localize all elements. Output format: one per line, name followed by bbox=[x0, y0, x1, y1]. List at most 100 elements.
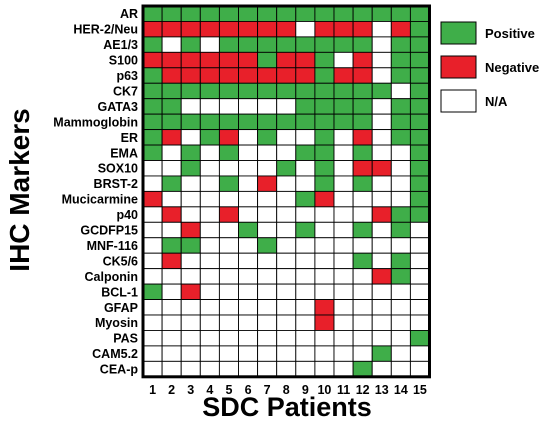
heatmap-cell-r16-c14 bbox=[390, 237, 411, 254]
heatmap-cell-r6-c10 bbox=[314, 82, 335, 100]
legend-label: N/A bbox=[485, 94, 508, 109]
heatmap-cell-r10-c2 bbox=[161, 144, 182, 161]
heatmap-cell-r9-c7 bbox=[257, 129, 278, 146]
heatmap-cell-r23-c15 bbox=[409, 345, 430, 362]
heatmap-cell-r17-c7 bbox=[257, 252, 278, 270]
heatmap-cell-r17-c6 bbox=[238, 252, 259, 270]
heatmap-cell-r8-c15 bbox=[409, 113, 430, 131]
heatmap-cell-r23-c5 bbox=[218, 345, 239, 362]
heatmap-cell-r4-c9 bbox=[295, 51, 316, 69]
heatmap-cell-r11-c3 bbox=[180, 160, 201, 177]
patient-label: 5 bbox=[225, 383, 232, 397]
heatmap-cell-r13-c1 bbox=[142, 190, 163, 208]
heatmap-cell-r9-c4 bbox=[199, 129, 220, 146]
heatmap-cell-r19-c1 bbox=[142, 283, 163, 301]
heatmap-cell-r2-c10 bbox=[314, 21, 335, 38]
heatmap-cell-r5-c4 bbox=[199, 67, 220, 84]
heatmap-cell-r5-c8 bbox=[276, 67, 297, 84]
patient-label: 3 bbox=[187, 383, 194, 397]
heatmap-cell-r1-c6 bbox=[238, 5, 259, 22]
heatmap-cell-r8-c3 bbox=[180, 113, 201, 131]
heatmap-cell-r3-c8 bbox=[276, 36, 297, 53]
marker-label: CEA-p bbox=[100, 363, 139, 377]
heatmap-cell-r22-c1 bbox=[142, 330, 163, 347]
heatmap-cell-r17-c8 bbox=[276, 252, 297, 270]
patient-label: 7 bbox=[264, 383, 271, 397]
heatmap-cell-r6-c13 bbox=[371, 82, 392, 100]
heatmap-cell-r7-c8 bbox=[276, 98, 297, 115]
heatmap-cell-r7-c6 bbox=[238, 98, 259, 115]
heatmap-cell-r17-c3 bbox=[180, 252, 201, 270]
heatmap-cell-r18-c2 bbox=[161, 268, 182, 285]
heatmap-cell-r20-c5 bbox=[218, 299, 239, 316]
heatmap-cell-r24-c4 bbox=[199, 360, 220, 378]
marker-label: S100 bbox=[109, 54, 138, 68]
patient-label: 11 bbox=[337, 383, 350, 397]
heatmap-cell-r16-c12 bbox=[352, 237, 373, 254]
legend-swatch bbox=[440, 55, 477, 79]
heatmap-cell-r14-c1 bbox=[142, 206, 163, 223]
heatmap-cell-r11-c2 bbox=[161, 160, 182, 177]
heatmap-cell-r8-c7 bbox=[257, 113, 278, 131]
heatmap-cell-r15-c1 bbox=[142, 221, 163, 239]
heatmap-cell-r15-c8 bbox=[276, 221, 297, 239]
heatmap-cell-r14-c10 bbox=[314, 206, 335, 223]
marker-label: EMA bbox=[110, 146, 138, 160]
heatmap-cell-r1-c5 bbox=[218, 5, 239, 22]
heatmap-cell-r13-c2 bbox=[161, 190, 182, 208]
heatmap-cell-r14-c11 bbox=[333, 206, 354, 223]
heatmap-cell-r19-c5 bbox=[218, 283, 239, 301]
heatmap-cell-r9-c1 bbox=[142, 129, 163, 146]
heatmap-cell-r24-c12 bbox=[352, 360, 373, 378]
heatmap-cell-r7-c7 bbox=[257, 98, 278, 115]
legend-label: Negative bbox=[485, 60, 539, 75]
heatmap-cell-r15-c10 bbox=[314, 221, 335, 239]
heatmap-cell-r1-c9 bbox=[295, 5, 316, 22]
heatmap-cell-r22-c2 bbox=[161, 330, 182, 347]
heatmap-cell-r17-c9 bbox=[295, 252, 316, 270]
heatmap-cell-r2-c15 bbox=[409, 21, 430, 38]
heatmap-cell-r1-c4 bbox=[199, 5, 220, 22]
heatmap-cell-r6-c4 bbox=[199, 82, 220, 100]
heatmap-cell-r18-c5 bbox=[218, 268, 239, 285]
heatmap-cell-r10-c10 bbox=[314, 144, 335, 161]
heatmap-cell-r4-c1 bbox=[142, 51, 163, 69]
marker-label: p40 bbox=[116, 208, 138, 222]
heatmap-cell-r4-c11 bbox=[333, 51, 354, 69]
heatmap-cell-r23-c1 bbox=[142, 345, 163, 362]
heatmap-cell-r20-c11 bbox=[333, 299, 354, 316]
heatmap-cell-r12-c15 bbox=[409, 175, 430, 192]
marker-label: BCL-1 bbox=[101, 285, 138, 299]
heatmap-cell-r19-c9 bbox=[295, 283, 316, 301]
heatmap-cell-r23-c14 bbox=[390, 345, 411, 362]
heatmap-cell-r3-c4 bbox=[199, 36, 220, 53]
heatmap-cell-r1-c8 bbox=[276, 5, 297, 22]
heatmap-cell-r23-c3 bbox=[180, 345, 201, 362]
heatmap-cell-r10-c1 bbox=[142, 144, 163, 161]
heatmap-cell-r9-c11 bbox=[333, 129, 354, 146]
heatmap-cell-r9-c2 bbox=[161, 129, 182, 146]
heatmap-cell-r18-c10 bbox=[314, 268, 335, 285]
heatmap-cell-r23-c6 bbox=[238, 345, 259, 362]
heatmap-cell-r15-c5 bbox=[218, 221, 239, 239]
heatmap-cell-r22-c9 bbox=[295, 330, 316, 347]
marker-label: p63 bbox=[116, 69, 138, 83]
heatmap-cell-r16-c8 bbox=[276, 237, 297, 254]
heatmap-cell-r18-c3 bbox=[180, 268, 201, 285]
heatmap-cell-r21-c4 bbox=[199, 314, 220, 331]
heatmap-cell-r24-c6 bbox=[238, 360, 259, 378]
heatmap-cell-r15-c3 bbox=[180, 221, 201, 239]
heatmap-cell-r17-c13 bbox=[371, 252, 392, 270]
heatmap-cell-r2-c1 bbox=[142, 21, 163, 38]
marker-label: CK5/6 bbox=[103, 254, 138, 268]
heatmap-cell-r19-c4 bbox=[199, 283, 220, 301]
heatmap-cell-r14-c12 bbox=[352, 206, 373, 223]
heatmap-cell-r13-c3 bbox=[180, 190, 201, 208]
heatmap-cell-r4-c10 bbox=[314, 51, 335, 69]
heatmap-cell-r7-c9 bbox=[295, 98, 316, 115]
heatmap-cell-r21-c5 bbox=[218, 314, 239, 331]
heatmap-cell-r11-c13 bbox=[371, 160, 392, 177]
heatmap-cell-r15-c9 bbox=[295, 221, 316, 239]
legend-label: Positive bbox=[485, 26, 535, 41]
heatmap-cell-r24-c13 bbox=[371, 360, 392, 378]
